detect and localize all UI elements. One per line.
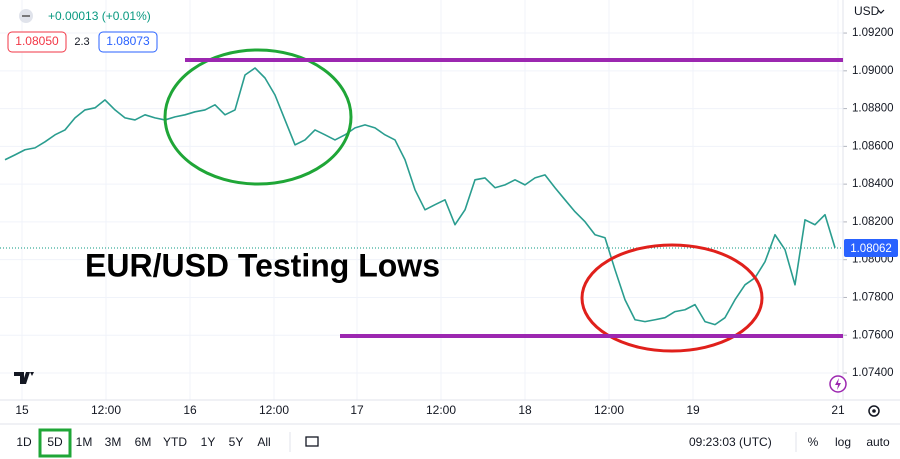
x-tick-label: 15	[15, 403, 29, 417]
ask-box[interactable]	[98, 31, 158, 53]
range-button[interactable]: All	[257, 435, 270, 449]
x-tick-label: 19	[686, 403, 700, 417]
highlight-ellipse	[163, 48, 353, 186]
last-price-label: 1.08062	[850, 243, 892, 255]
highlight-ellipse	[580, 243, 764, 353]
y-tick-label: 1.07800	[852, 291, 894, 303]
settings-icon[interactable]	[868, 405, 880, 417]
x-tick-label: 12:00	[259, 403, 289, 417]
chart-title: EUR/USD Testing Lows	[85, 247, 440, 283]
range-button[interactable]: YTD	[163, 435, 187, 449]
logo	[14, 372, 34, 384]
replay-icon[interactable]	[305, 436, 319, 447]
y-tick-label: 1.07400	[852, 367, 894, 379]
x-tick-label: 18	[518, 403, 532, 417]
spread: 2.3	[74, 36, 89, 48]
x-tick-label: 12:00	[426, 403, 456, 417]
y-tick-label: 1.08200	[852, 216, 894, 228]
range-button[interactable]: 1M	[76, 435, 93, 449]
dropdown-icon	[877, 9, 885, 14]
alert-glyph	[835, 378, 841, 390]
range-button[interactable]: 5D	[47, 435, 63, 449]
y-tick-label: 1.08600	[852, 140, 894, 152]
y-tick-label: 1.08800	[852, 103, 894, 115]
range-button[interactable]: 3M	[105, 435, 122, 449]
last-price-box	[844, 238, 898, 257]
bid-price: 1.08050	[15, 34, 59, 48]
x-tick-label: 21	[831, 403, 845, 417]
range-button[interactable]: 1Y	[201, 435, 216, 449]
price-line	[4, 67, 836, 326]
settings-dot	[872, 409, 876, 413]
range-button[interactable]: 1D	[16, 435, 32, 449]
scale-option[interactable]: log	[835, 435, 851, 449]
x-tick-label: 17	[350, 403, 364, 417]
range-button[interactable]: 6M	[135, 435, 152, 449]
scale-option[interactable]: %	[808, 435, 819, 449]
toolbar: 1D 5D 1M 3M 6M YTD 1Y 5Y All% log auto	[16, 428, 890, 458]
y-tick-label: 1.08400	[852, 178, 894, 190]
range-button[interactable]: 5Y	[229, 435, 244, 449]
y-tick-label: 1.09000	[852, 65, 894, 77]
selected-range-box	[38, 428, 72, 458]
x-tick-label: 12:00	[594, 403, 624, 417]
y-tick-label: 1.09200	[852, 27, 894, 39]
scale-option[interactable]: auto	[866, 435, 890, 449]
clock: 09:23:03 (UTC)	[689, 435, 772, 449]
currency-label[interactable]: USD	[854, 4, 880, 18]
price-change: +0.00013 (+0.01%)	[48, 9, 151, 23]
x-tick-label: 12:00	[91, 403, 121, 417]
bid-box[interactable]	[7, 31, 67, 53]
ask-price: 1.08073	[106, 34, 150, 48]
y-tick-label: 1.07600	[852, 329, 894, 341]
x-tick-label: 16	[183, 403, 197, 417]
